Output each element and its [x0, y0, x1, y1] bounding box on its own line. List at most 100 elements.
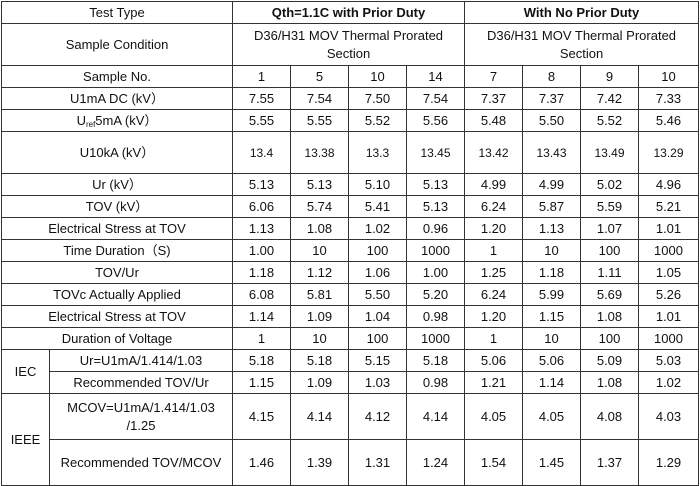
value-cell: 6.06 [232, 195, 291, 218]
value-cell: 5.20 [406, 283, 465, 306]
value-cell: 1.15 [522, 305, 581, 328]
value-cell: 5.52 [348, 109, 407, 132]
value-cell: 1.00 [406, 261, 465, 284]
value-cell: 13.38 [290, 131, 349, 174]
value-cell: 4.99 [522, 173, 581, 196]
row-label: Recommended TOV/MCOV [49, 439, 233, 486]
value-cell: 4.05 [522, 393, 581, 440]
value-cell: 1.14 [232, 305, 291, 328]
sample-no-cell: 8 [522, 65, 581, 88]
value-cell: 5.81 [290, 283, 349, 306]
value-cell: 1.18 [522, 261, 581, 284]
value-cell: 5.41 [348, 195, 407, 218]
value-cell: 1.09 [290, 371, 349, 394]
row-label: Duration of Voltage [1, 327, 233, 350]
row-label: Time Duration（S) [1, 239, 233, 262]
value-cell: 5.26 [638, 283, 699, 306]
value-cell: 5.50 [348, 283, 407, 306]
value-cell: 10 [522, 327, 581, 350]
value-cell: 5.06 [522, 349, 581, 372]
value-cell: 1.24 [406, 439, 465, 486]
value-cell: 10 [290, 327, 349, 350]
value-cell: 1000 [638, 327, 699, 350]
value-cell: 1.46 [232, 439, 291, 486]
condition-prior-duty: D36/H31 MOV Thermal Prorated Section [232, 23, 465, 66]
table-row: Uref5mA (kV） 5.55 5.55 5.52 5.56 5.48 5.50 5.52… [1, 109, 699, 132]
value-cell: 1.09 [290, 305, 349, 328]
value-cell: 1.01 [638, 217, 699, 240]
value-cell: 1.29 [638, 439, 699, 486]
value-cell: 1000 [406, 239, 465, 262]
table-row: Time Duration（S) 1.00 10 100 1000 1 10 100 1000 [1, 239, 699, 262]
sample-no-cell: 1 [232, 65, 291, 88]
table-row: Duration of Voltage 1 10 100 1000 1 10 100 1000 [1, 327, 699, 350]
sample-no-label: Sample No. [1, 65, 233, 88]
table-row: Electrical Stress at TOV 1.14 1.09 1.04 0.98… [1, 305, 699, 328]
value-cell: 1.25 [464, 261, 523, 284]
table-row: U10kA (kV） 13.4 13.38 13.3 13.45 13.42 13.43 13… [1, 131, 699, 174]
value-cell: 5.52 [580, 109, 639, 132]
row-label: MCOV=U1mA/1.414/1.03 /1.25 [49, 393, 233, 440]
table-row: IEC Ur=U1mA/1.414/1.03 5.18 5.18 5.15 5.18 5.0… [1, 349, 699, 394]
value-cell: 1 [464, 327, 523, 350]
value-cell: 5.13 [232, 173, 291, 196]
value-cell: 13.42 [464, 131, 523, 174]
value-cell: 1.02 [348, 217, 407, 240]
value-cell: 6.08 [232, 283, 291, 306]
sample-no-cell: 5 [290, 65, 349, 88]
table-row: Ur (kV） 5.13 5.13 5.10 5.13 4.99 4.99 5.02 4.96 [1, 173, 699, 196]
value-cell: 10 [290, 239, 349, 262]
value-cell: 0.96 [406, 217, 465, 240]
value-cell: 4.15 [232, 393, 291, 440]
value-cell: 5.55 [232, 109, 291, 132]
value-cell: 1.12 [290, 261, 349, 284]
row-label: Electrical Stress at TOV [1, 305, 233, 328]
value-cell: 13.29 [638, 131, 699, 174]
ieee-group-label: IEEE [1, 393, 50, 486]
value-cell: 5.13 [406, 195, 465, 218]
header-row-sample-condition: Sample Condition D36/H31 MOV Thermal Pro… [1, 23, 699, 66]
table-row: Electrical Stress at TOV 1.13 1.08 1.02 0.96… [1, 217, 699, 240]
value-cell: 1.20 [464, 305, 523, 328]
value-cell: 4.14 [406, 393, 465, 440]
row-label-subscript: ref [85, 119, 96, 129]
table-row: TOV (kV） 6.06 5.74 5.41 5.13 6.24 5.87 5.59 5.21 [1, 195, 699, 218]
sample-condition-label: Sample Condition [1, 23, 233, 66]
group-header-prior-duty: Qth=1.1C with Prior Duty [232, 1, 465, 24]
value-cell: 1.07 [580, 217, 639, 240]
value-cell: 5.02 [580, 173, 639, 196]
test-type-label: Test Type [1, 1, 233, 24]
value-cell: 10 [522, 239, 581, 262]
value-cell: 7.42 [580, 87, 639, 110]
row-label: TOV (kV） [1, 195, 233, 218]
value-cell: 1.13 [522, 217, 581, 240]
value-cell: 13.43 [522, 131, 581, 174]
table-row: IEEE MCOV=U1mA/1.414/1.03 /1.25 4.15 4.14 4.… [1, 393, 699, 486]
value-cell: 5.99 [522, 283, 581, 306]
value-cell: 13.49 [580, 131, 639, 174]
value-cell: 5.18 [406, 349, 465, 372]
value-cell: 6.24 [464, 283, 523, 306]
header-row-test-type: Test Type Qth=1.1C with Prior Duty With … [1, 1, 699, 24]
value-cell: 7.33 [638, 87, 699, 110]
row-label: Ur (kV） [1, 173, 233, 196]
value-cell: 1.00 [232, 239, 291, 262]
value-cell: 1.05 [638, 261, 699, 284]
row-label: TOV/Ur [1, 261, 233, 284]
value-cell: 1.03 [348, 371, 407, 394]
value-cell: 1.02 [638, 371, 699, 394]
value-cell: 1000 [638, 239, 699, 262]
row-label-suffix: 5mA (kV） [95, 112, 158, 128]
sample-no-cell: 10 [348, 65, 407, 88]
value-cell: 5.48 [464, 109, 523, 132]
sample-no-cell: 9 [580, 65, 639, 88]
value-cell: 4.05 [464, 393, 523, 440]
sample-no-cell: 10 [638, 65, 699, 88]
row-label: U1mA DC (kV） [1, 87, 233, 110]
value-cell: 4.14 [290, 393, 349, 440]
value-cell: 7.55 [232, 87, 291, 110]
value-cell: 100 [580, 239, 639, 262]
value-cell: 5.87 [522, 195, 581, 218]
value-cell: 1000 [406, 327, 465, 350]
